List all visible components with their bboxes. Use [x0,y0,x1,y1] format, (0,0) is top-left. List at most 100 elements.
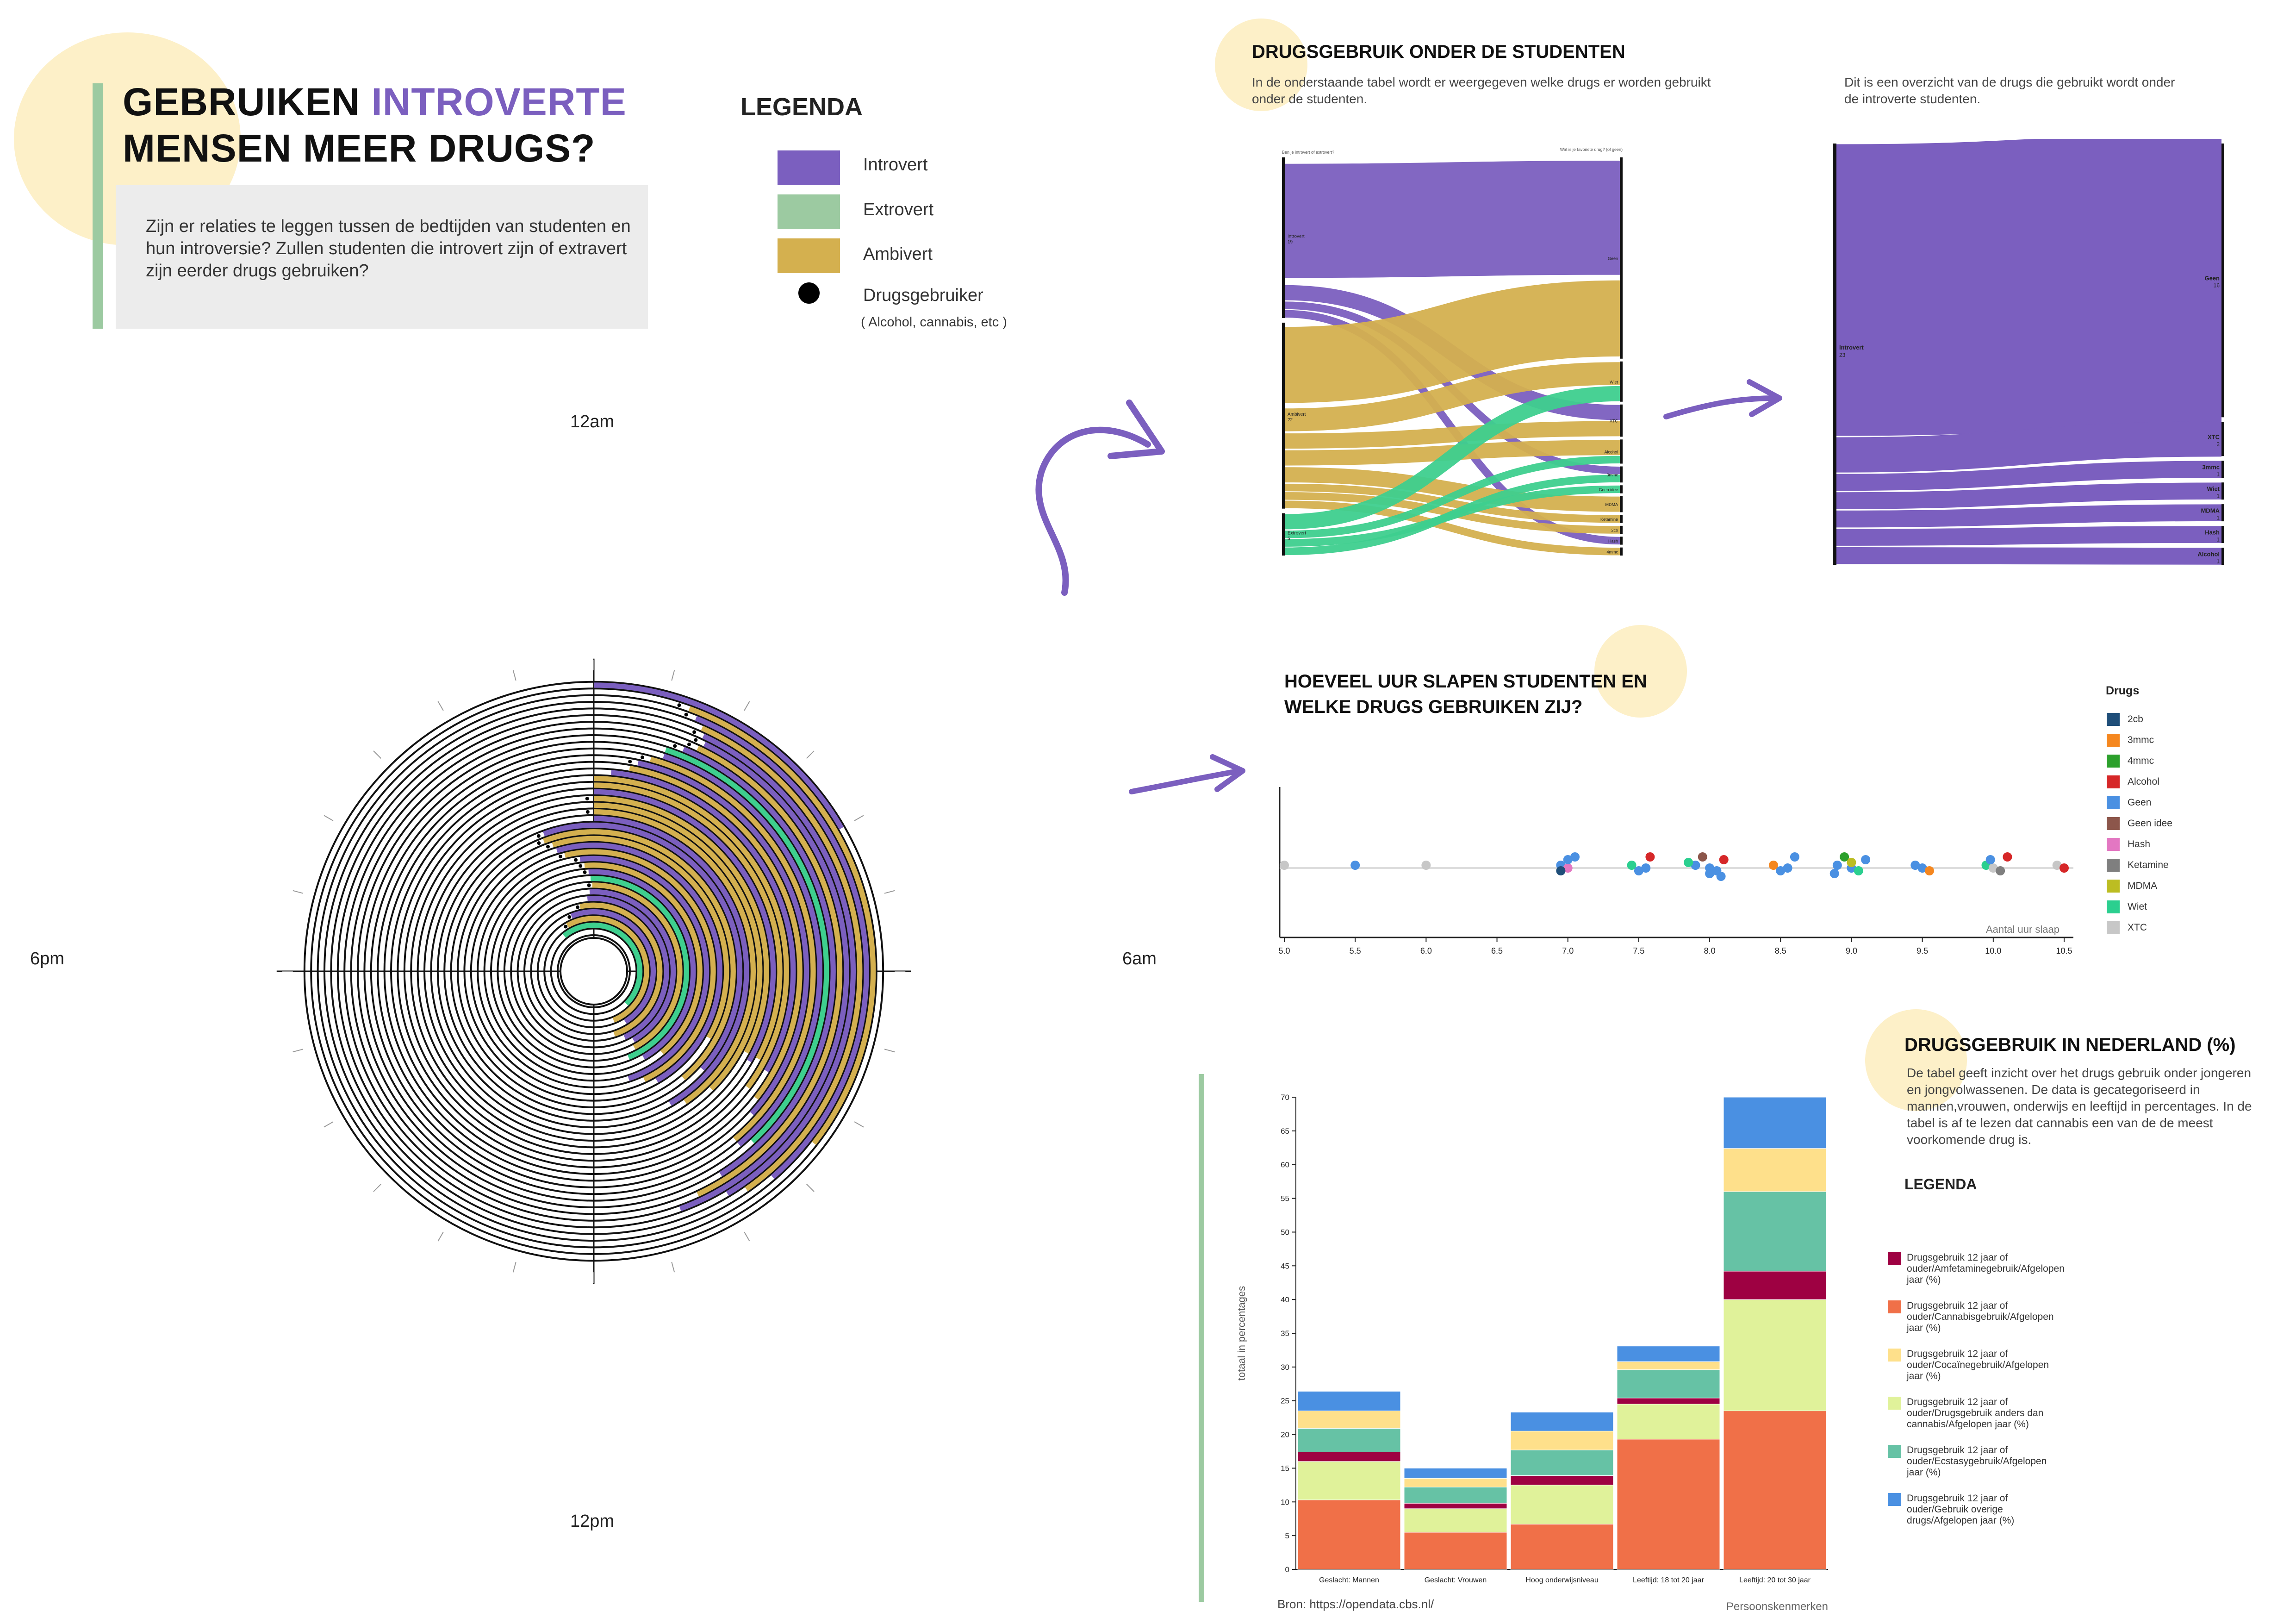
clock-hour-tick [512,1262,516,1273]
sleep-point-geen [1776,866,1786,875]
bar-y-tick-label: 50 [1281,1228,1289,1237]
sankey2-target-label: MDMA [2201,507,2220,514]
drugs-legend-swatch [2107,817,2120,830]
clock-arc-introvert [570,909,656,1024]
bar-segment [1510,1412,1614,1431]
nl-stacked-bar-chart: 0 5 10 15 20 25 30 35 40 45 50 55 60 65 70 totaal in pe… [1236,1093,1828,1613]
clock-center [560,937,628,1006]
sankey-left-axis-title: Ben je introvert of extrovert? [1282,150,1334,155]
bar-y-tick-label: 10 [1281,1498,1289,1506]
bar-segment [1723,1271,1827,1300]
bar-segment [1297,1411,1401,1429]
sankey-target-label: Geen [1608,256,1618,261]
sankey2-target-label: XTC [2208,433,2220,440]
sankey-source-value: 22 [1288,418,1293,423]
bar-segment [1617,1439,1720,1570]
clock-user-dot [536,834,541,838]
clock-arc-ambivert [593,775,790,1089]
sleep-point-alcohol [1645,852,1655,862]
sankey-target-label: MDMA [1605,502,1618,507]
sankey2-target-value: 16 [2214,282,2220,289]
clock-user-dot [583,870,587,874]
clock-arc-introvert [682,747,836,1177]
sleep-title-line1: HOEVEEL UUR SLAPEN STUDENTEN EN [1284,671,1647,692]
sleep-point-2cb [1556,866,1566,875]
clock-arc-ambivert [650,756,816,1142]
sleep-x-tick-label: 9.0 [1846,946,1857,956]
sleep-point-wiet [1684,858,1693,867]
clock-hour-tick [373,750,381,759]
drugs-legend-label: Wiet [2128,901,2147,912]
clock-arc-ambivert [697,746,843,1197]
sleep-x-tick-label: 8.0 [1704,946,1716,956]
sleep-point-geen [1641,863,1651,873]
clock-arc-introvert [663,754,822,1147]
sankey-link [1284,386,1620,530]
sankey-target-label: 3mmc [1607,473,1618,477]
drugs-legend-label: Alcohol [2128,776,2159,787]
legend-label-ambivert: Ambivert [863,244,933,264]
bar-y-label: totaal in percentages [1236,1286,1247,1380]
bar-segment [1723,1299,1827,1412]
arrow-sleep-head [1210,754,1245,792]
bar-category-label: Leeftijd: 18 tot 20 jaar [1633,1576,1705,1584]
bar-category-label: Geslacht: Vrouwen [1425,1576,1487,1584]
drugs-legend-swatch [2107,838,2120,851]
clock-arc-ambivert [543,829,736,1081]
clock-arc-ambivert [564,849,716,1082]
sankey-source-label: Extrovert [1288,531,1306,536]
clock-arc-ambivert [552,836,729,1039]
sleep-point-xtc [1421,861,1431,870]
clock-arc-ambivert [593,809,756,1104]
nl-legend-swatch [1888,1300,1901,1313]
intro-text: Zijn er relaties te leggen tussen de bed… [146,217,631,281]
bar-segment [1723,1148,1827,1192]
clock-arc-ambivert [593,782,783,1060]
arrow-curly [1035,426,1151,596]
bar-y-tick-label: 0 [1285,1565,1289,1574]
bar-segment [1510,1485,1614,1524]
sankey-title: DRUGSGEBRUIK ONDER DE STUDENTEN [1252,42,1625,62]
sankey-link [1284,456,1620,538]
arrow-sankey [1663,395,1780,419]
sankey-target-node [1620,547,1623,556]
drugs-legend-swatch [2107,755,2120,768]
legend-swatch-extrovert [778,194,840,229]
bar-segment [1617,1361,1720,1370]
sleep-scatter-chart: 5.0 5.5 6.0 6.5 7.0 7.5 8.0 8.5 9.0 9.5 10.0 10.5 Aa… [1278,787,2073,956]
clock-arc-introvert [695,716,869,1179]
sleep-point-geen [1790,852,1799,862]
sleep-title-line2: WELKE DRUGS GEBRUIKEN ZIJ? [1284,697,1583,717]
sleep-x-tick-label: 6.5 [1491,946,1503,956]
clock-arc-introvert [587,896,669,1040]
sankey-target-label: 4mmc [1607,550,1618,554]
bar-segment [1297,1461,1401,1500]
legend-note: ( Alcohol, cannabis, etc ) [861,315,1007,330]
sankey-target-node [1620,525,1623,534]
bar-x-label: Persoonskenmerken [1726,1600,1828,1613]
nl-legend-label: Drugsgebruik 12 jaar of ouder/Gebruik ov… [1907,1493,2015,1526]
drugs-legend-swatch [2107,900,2120,913]
sleep-point-geen [1563,855,1573,864]
sankey2-target-node [2221,504,2224,522]
clock-user-dot [692,730,697,734]
arrow-sleep [1129,768,1243,794]
sankey-right-text: Dit is een overzicht van de drugs die ge… [1844,75,2175,106]
nl-legend-label: Drugsgebruik 12 jaar of ouder/Amfetamine… [1907,1252,2065,1285]
clock-arc-introvert [556,842,723,1083]
sankey2-source-label: Introvert [1839,344,1864,351]
legend-title: LEGENDA [740,93,863,121]
sleep-point-xtc [2052,861,2062,870]
sleep-point-xtc [1988,863,1998,873]
sleep-point-geen [1705,869,1715,878]
sleep-point-xtc [1280,861,1289,870]
sankey-target-node [1620,439,1623,464]
nl-legend-swatch [1888,1397,1901,1410]
sleep-x-tick-label: 8.5 [1775,946,1786,956]
sankey-target-label: Alcohol [1604,450,1618,454]
arrow-curly-head [1108,400,1165,459]
drugs-legend-label: XTC [2128,922,2147,933]
sleep-point-geen [1350,861,1360,870]
nl-legend-label: Drugsgebruik 12 jaar of ouder/Cannabisge… [1907,1300,2054,1333]
sleep-point-geen [1570,852,1580,862]
